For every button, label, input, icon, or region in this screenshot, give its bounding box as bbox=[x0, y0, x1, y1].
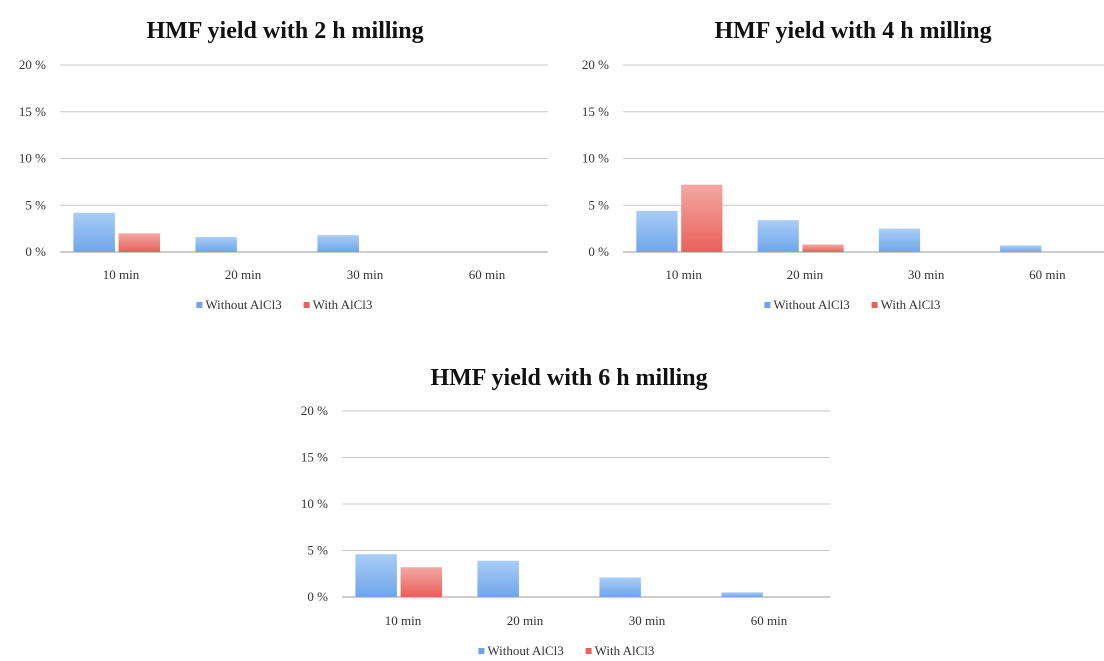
y-tick-label: 5 % bbox=[307, 543, 328, 558]
y-tick-label: 20 % bbox=[582, 57, 609, 72]
chart-title: HMF yield with 2 h milling bbox=[146, 18, 423, 44]
y-tick-label: 20 % bbox=[19, 57, 46, 72]
y-tick-label: 0 % bbox=[25, 244, 46, 259]
chart-2h-milling: HMF yield with 2 h milling 0 % 5 % 10 % 15 %… bbox=[0, 0, 560, 330]
bar-with-alcl3 bbox=[802, 244, 844, 252]
legend-swatch-without bbox=[764, 302, 771, 308]
legend-label: With AlCl3 bbox=[881, 297, 941, 312]
bar-without-alcl3 bbox=[355, 554, 397, 597]
bar-without-alcl3 bbox=[636, 210, 678, 252]
y-tick-label: 20 % bbox=[301, 403, 328, 418]
y-tick-label: 5 % bbox=[25, 197, 46, 212]
chart-svg: HMF yield with 6 h milling 0 % 5 % 10 % 15 %… bbox=[301, 365, 830, 658]
legend-swatch-with bbox=[303, 302, 310, 308]
x-tick-label: 20 min bbox=[507, 613, 544, 628]
bar-without-alcl3 bbox=[878, 228, 921, 252]
bar-without-alcl3 bbox=[599, 577, 641, 597]
x-tick-label: 20 min bbox=[787, 267, 824, 282]
bar-with-alcl3 bbox=[118, 233, 161, 252]
bar-with-alcl3 bbox=[400, 567, 443, 597]
legend-label: With AlCl3 bbox=[595, 643, 655, 658]
chart-title: HMF yield with 6 h milling bbox=[430, 365, 707, 391]
bar-without-alcl3 bbox=[721, 592, 763, 597]
bar-with-alcl3 bbox=[681, 184, 723, 252]
bar-without-alcl3 bbox=[317, 235, 359, 252]
x-tick-label: 20 min bbox=[225, 267, 262, 282]
bar-without-alcl3 bbox=[477, 560, 519, 597]
x-tick-label: 10 min bbox=[385, 613, 422, 628]
y-tick-label: 5 % bbox=[588, 197, 609, 212]
y-tick-label: 15 % bbox=[19, 104, 46, 119]
y-tick-label: 15 % bbox=[301, 450, 328, 465]
legend-label: Without AlCl3 bbox=[773, 297, 849, 312]
bar-without-alcl3 bbox=[1000, 245, 1042, 252]
chart-4h-milling: HMF yield with 4 h milling 0 % 5 % 10 % 15 %… bbox=[560, 0, 1104, 330]
x-tick-label: 30 min bbox=[629, 613, 666, 628]
x-tick-label: 30 min bbox=[347, 267, 384, 282]
y-tick-label: 0 % bbox=[307, 589, 328, 604]
chart-title: HMF yield with 4 h milling bbox=[714, 18, 991, 44]
legend-label: Without AlCl3 bbox=[205, 297, 281, 312]
y-tick-label: 10 % bbox=[582, 151, 609, 166]
legend: Without AlCl3 With AlCl3 bbox=[478, 643, 654, 658]
y-tick-label: 0 % bbox=[588, 244, 609, 259]
x-tick-label: 10 min bbox=[665, 267, 702, 282]
y-tick-label: 10 % bbox=[19, 151, 46, 166]
y-tick-label: 10 % bbox=[301, 496, 328, 511]
bar-without-alcl3 bbox=[73, 212, 115, 252]
chart-6h-milling: HMF yield with 6 h milling 0 % 5 % 10 % 15 %… bbox=[280, 345, 840, 661]
chart-svg: HMF yield with 2 h milling 0 % 5 % 10 % 15 %… bbox=[19, 18, 548, 312]
legend-swatch-without bbox=[478, 648, 485, 654]
legend-swatch-without bbox=[196, 302, 203, 308]
legend: Without AlCl3 With AlCl3 bbox=[764, 297, 940, 312]
x-tick-label: 30 min bbox=[908, 267, 945, 282]
legend-label: With AlCl3 bbox=[313, 297, 373, 312]
legend-swatch-with bbox=[871, 302, 878, 308]
chart-svg: HMF yield with 4 h milling 0 % 5 % 10 % 15 %… bbox=[582, 18, 1104, 312]
x-tick-label: 60 min bbox=[1029, 267, 1066, 282]
legend-label: Without AlCl3 bbox=[487, 643, 563, 658]
legend-swatch-with bbox=[585, 648, 592, 654]
legend: Without AlCl3 With AlCl3 bbox=[196, 297, 372, 312]
x-tick-label: 60 min bbox=[751, 613, 788, 628]
bar-without-alcl3 bbox=[757, 220, 799, 252]
x-tick-label: 10 min bbox=[103, 267, 140, 282]
y-tick-label: 15 % bbox=[582, 104, 609, 119]
x-tick-label: 60 min bbox=[469, 267, 506, 282]
bar-without-alcl3 bbox=[195, 237, 237, 252]
